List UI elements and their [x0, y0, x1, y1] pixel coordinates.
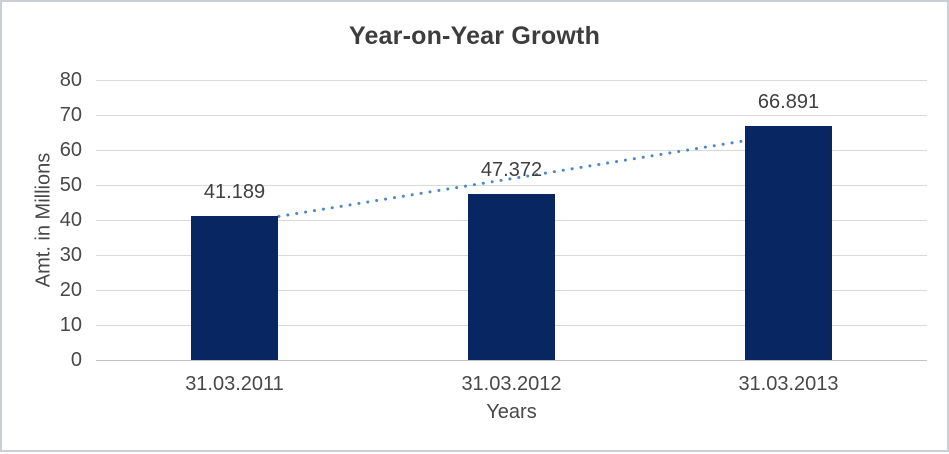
category-label-31.03.2012: 31.03.2012: [461, 373, 562, 395]
bar-31.03.2013: [745, 125, 832, 360]
y-tick-label-50: 50: [59, 174, 82, 196]
bar-31.03.2012: [468, 194, 555, 360]
y-tick-label-60: 60: [59, 139, 82, 161]
y-tick-label-70: 70: [59, 104, 82, 126]
category-label-31.03.2011: 31.03.2011: [185, 373, 284, 395]
gridline-80: [96, 80, 927, 81]
y-tick-label-30: 30: [59, 244, 82, 266]
chart-title: Year-on-Year Growth: [348, 22, 601, 50]
y-tick-label-20: 20: [59, 279, 82, 301]
y-tick-label-0: 0: [70, 349, 82, 371]
bar-value-label-31.03.2012: 47.372: [480, 159, 543, 182]
y-tick-label-80: 80: [59, 69, 82, 91]
gridline-0: [96, 360, 927, 361]
bar-value-label-31.03.2013: 66.891: [757, 90, 820, 113]
category-label-31.03.2013: 31.03.2013: [738, 373, 839, 395]
y-tick-label-10: 10: [59, 314, 82, 336]
x-axis-title: Years: [486, 401, 537, 423]
gridline-70: [96, 115, 927, 116]
y-tick-label-40: 40: [59, 209, 82, 231]
bar-value-label-31.03.2011: 41.189: [203, 180, 266, 203]
bar-31.03.2011: [191, 215, 278, 360]
